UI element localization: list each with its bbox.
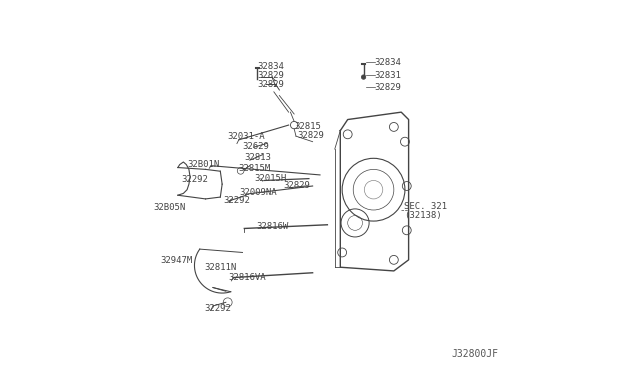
Text: 32834: 32834 [257,61,284,71]
Text: 32292: 32292 [205,304,232,313]
Text: (32138): (32138) [404,211,442,220]
Text: 32629: 32629 [243,142,269,151]
Text: SEC. 321: SEC. 321 [404,202,447,211]
Text: 32811N: 32811N [205,263,237,272]
Text: 32031-A: 32031-A [228,132,266,141]
Text: 32816W: 32816W [257,222,289,231]
Text: 32816VA: 32816VA [228,273,266,282]
Text: J32800JF: J32800JF [451,349,498,359]
Text: 32009NA: 32009NA [239,188,277,197]
Text: 32813: 32813 [244,153,271,162]
Text: 32B05N: 32B05N [153,203,186,212]
Text: 32829: 32829 [298,131,324,140]
Text: 32829: 32829 [374,83,401,92]
Text: 32829: 32829 [257,71,284,80]
Text: 32947M: 32947M [161,256,193,265]
Text: 32B01N: 32B01N [187,160,220,169]
Text: 32829: 32829 [257,80,284,89]
Text: 32829: 32829 [283,182,310,190]
Text: 32292: 32292 [182,175,209,184]
Text: 32815: 32815 [294,122,321,131]
Text: 32015H: 32015H [254,174,287,183]
Circle shape [362,75,366,79]
Text: 32292: 32292 [223,196,250,205]
Text: 32831: 32831 [374,71,401,80]
Text: 32815M: 32815M [238,164,270,173]
Text: 32834: 32834 [374,58,401,67]
